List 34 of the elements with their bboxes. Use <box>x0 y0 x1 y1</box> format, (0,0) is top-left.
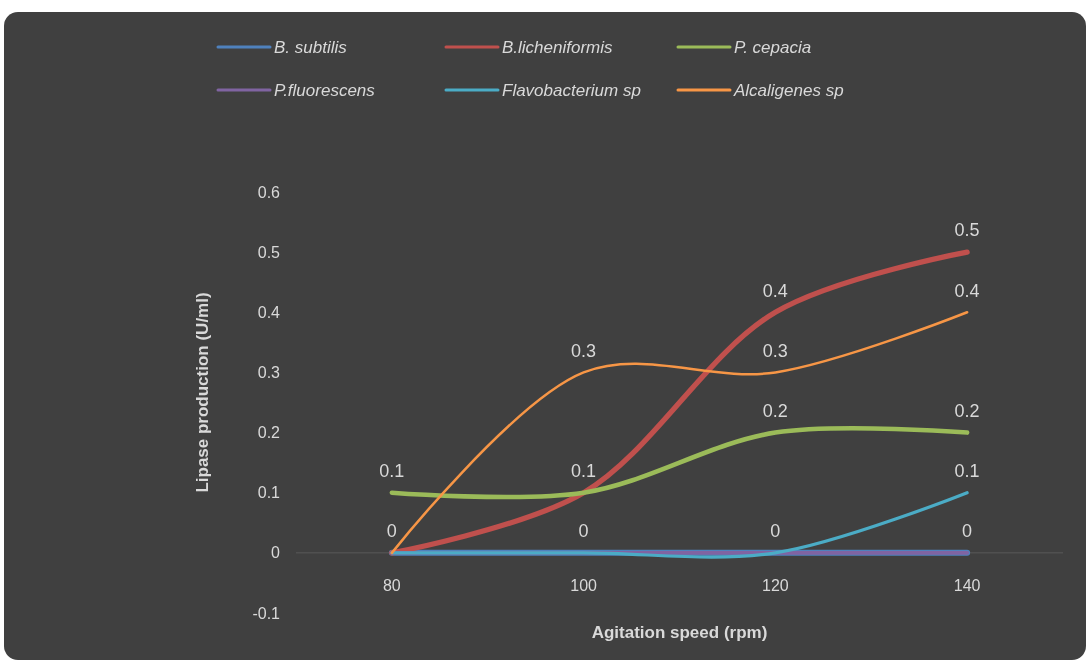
legend-label: Alcaligenes sp <box>733 80 844 100</box>
data-label: 0.5 <box>954 220 980 241</box>
x-tick-label: 80 <box>382 576 401 594</box>
data-label: 0.1 <box>379 461 405 482</box>
data-label: 0.2 <box>954 400 980 421</box>
x-axis-title: Agitation speed (rpm) <box>591 623 768 642</box>
y-tick-label: 0.4 <box>257 303 281 321</box>
data-label: 0.4 <box>954 280 980 301</box>
data-label: 0.3 <box>762 340 788 361</box>
legend-label: B.licheniformis <box>502 37 614 57</box>
data-label: 0 <box>578 521 589 542</box>
legend-label: P. cepacia <box>734 37 812 57</box>
y-tick-label: 0.5 <box>257 243 281 261</box>
y-tick-label: 0.3 <box>257 364 281 382</box>
x-tick-label: 120 <box>762 576 789 594</box>
y-tick-label: 0 <box>271 544 281 562</box>
data-label: 0 <box>386 521 397 542</box>
y-axis-title: Lipase production (U/ml) <box>193 292 212 493</box>
data-label: 0.2 <box>762 400 788 421</box>
legend-label: B. subtilis <box>274 37 348 57</box>
data-label: 0 <box>962 521 973 542</box>
y-tick-label: -0.1 <box>252 604 281 622</box>
y-tick-label: 0.1 <box>257 484 281 502</box>
x-tick-label: 100 <box>570 576 598 594</box>
legend-label: P.fluorescens <box>274 80 376 100</box>
data-label: 0 <box>770 521 781 542</box>
y-tick-label: 0.2 <box>257 424 281 442</box>
legend-label: Flavobacterium sp <box>502 80 641 100</box>
data-label: 0.4 <box>762 280 788 301</box>
x-tick-label: 140 <box>953 576 981 594</box>
data-label: 0.1 <box>571 461 597 482</box>
data-label: 0.3 <box>571 340 597 361</box>
data-label: 0.1 <box>954 461 980 482</box>
y-tick-label: 0.6 <box>257 183 281 201</box>
